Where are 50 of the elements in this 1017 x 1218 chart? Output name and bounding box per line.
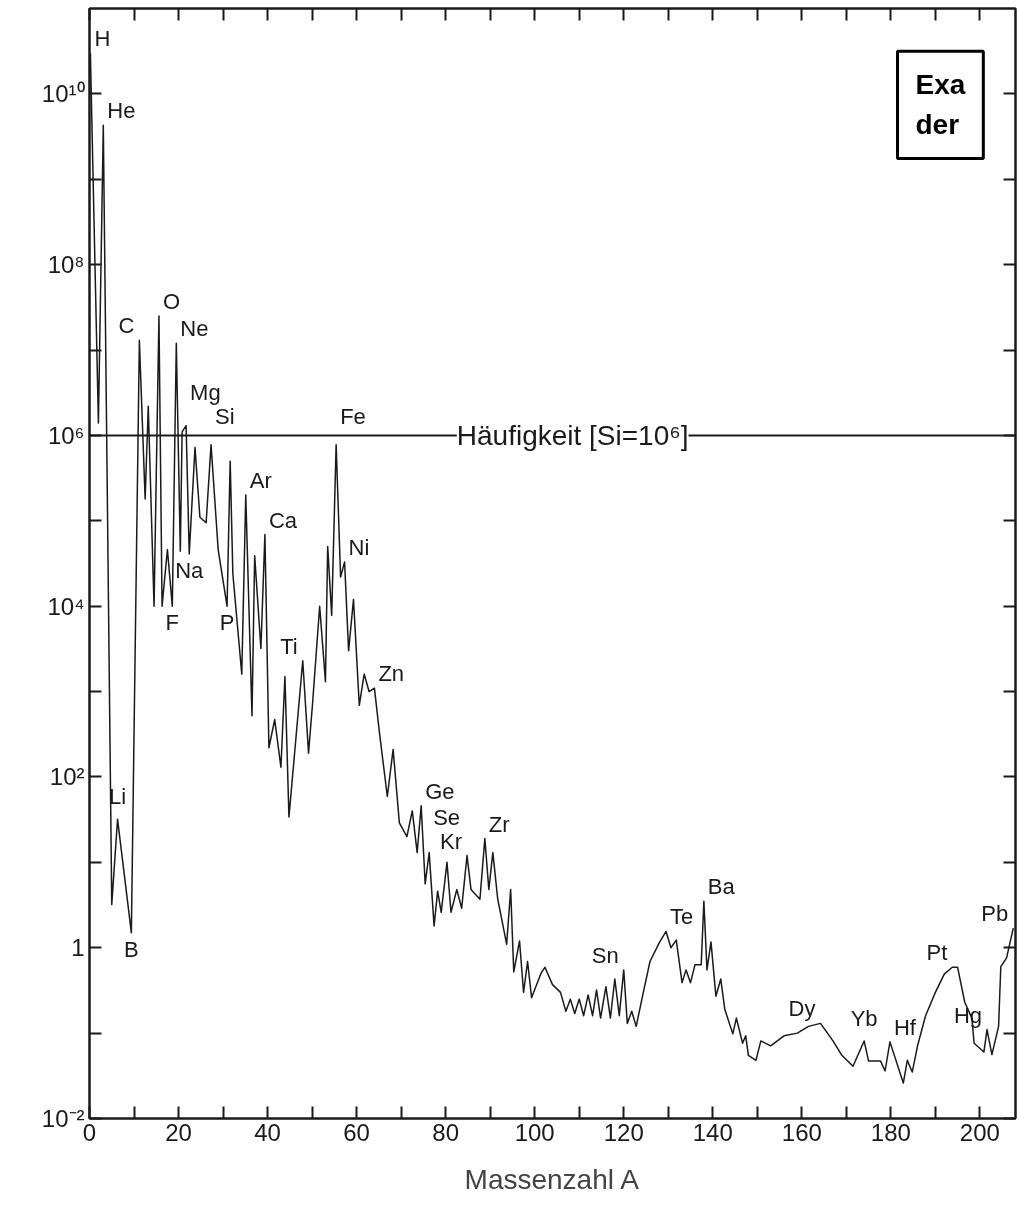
y-tick-label: 10² <box>49 763 85 791</box>
x-tick-label: 80 <box>432 1118 460 1146</box>
annotation: F <box>165 610 180 636</box>
annotation: Se <box>433 804 461 830</box>
x-tick-label: 160 <box>781 1118 822 1146</box>
annotation: Sn <box>591 942 619 968</box>
annotation: Ni <box>348 534 370 560</box>
annotation: P <box>219 610 235 636</box>
y-tick-label: 1 <box>71 934 85 962</box>
annotation: H <box>94 26 111 52</box>
annotation: B <box>124 936 139 962</box>
annotation: Hf <box>893 1014 917 1040</box>
annotation: Zr <box>488 811 510 837</box>
annotation: Yb <box>850 1005 878 1031</box>
annotation: He <box>107 98 136 124</box>
x-tick-label: 60 <box>343 1118 370 1146</box>
x-tick-label: 120 <box>603 1118 644 1146</box>
annotation: Ca <box>268 507 298 533</box>
annotation: Ne <box>180 316 209 342</box>
annotation: Pt <box>926 940 948 966</box>
annotation: der <box>915 109 960 141</box>
y-tick-label: 10⁶ <box>47 421 85 449</box>
x-tick-label: 180 <box>870 1118 911 1146</box>
annotation: Li <box>108 784 127 810</box>
annotation: Häufigkeit [Si=10⁶] <box>456 419 689 451</box>
x-tick-label: 140 <box>692 1118 733 1146</box>
y-tick-label: 10⁴ <box>47 592 85 620</box>
annotation: Fe <box>340 404 366 430</box>
annotation: Ba <box>707 874 736 900</box>
annotation: O <box>162 289 181 315</box>
annotation: Ar <box>249 468 272 494</box>
annotation: Te <box>670 904 694 930</box>
annotation: Si <box>215 404 235 430</box>
annotation: Pb <box>981 901 1009 927</box>
annotation: C <box>118 313 135 339</box>
annotation: Zn <box>378 661 405 687</box>
y-tick-label: 10¹⁰ <box>41 80 85 108</box>
annotation: Mg <box>190 380 221 406</box>
y-tick-label: 10⁸ <box>47 251 85 279</box>
annotation: Exa <box>915 69 966 101</box>
x-tick-label: 20 <box>165 1118 192 1146</box>
x-tick-label: 200 <box>959 1118 1000 1146</box>
annotation: Kr <box>440 828 463 854</box>
annotation: Ge <box>425 778 455 804</box>
annotation: Na <box>175 557 205 583</box>
x-tick-label: 40 <box>254 1118 281 1146</box>
annotation: Dy <box>788 996 816 1022</box>
x-axis-title: Massenzahl A <box>464 1163 640 1195</box>
annotation: Ti <box>280 633 298 659</box>
x-tick-label: 100 <box>514 1118 555 1146</box>
